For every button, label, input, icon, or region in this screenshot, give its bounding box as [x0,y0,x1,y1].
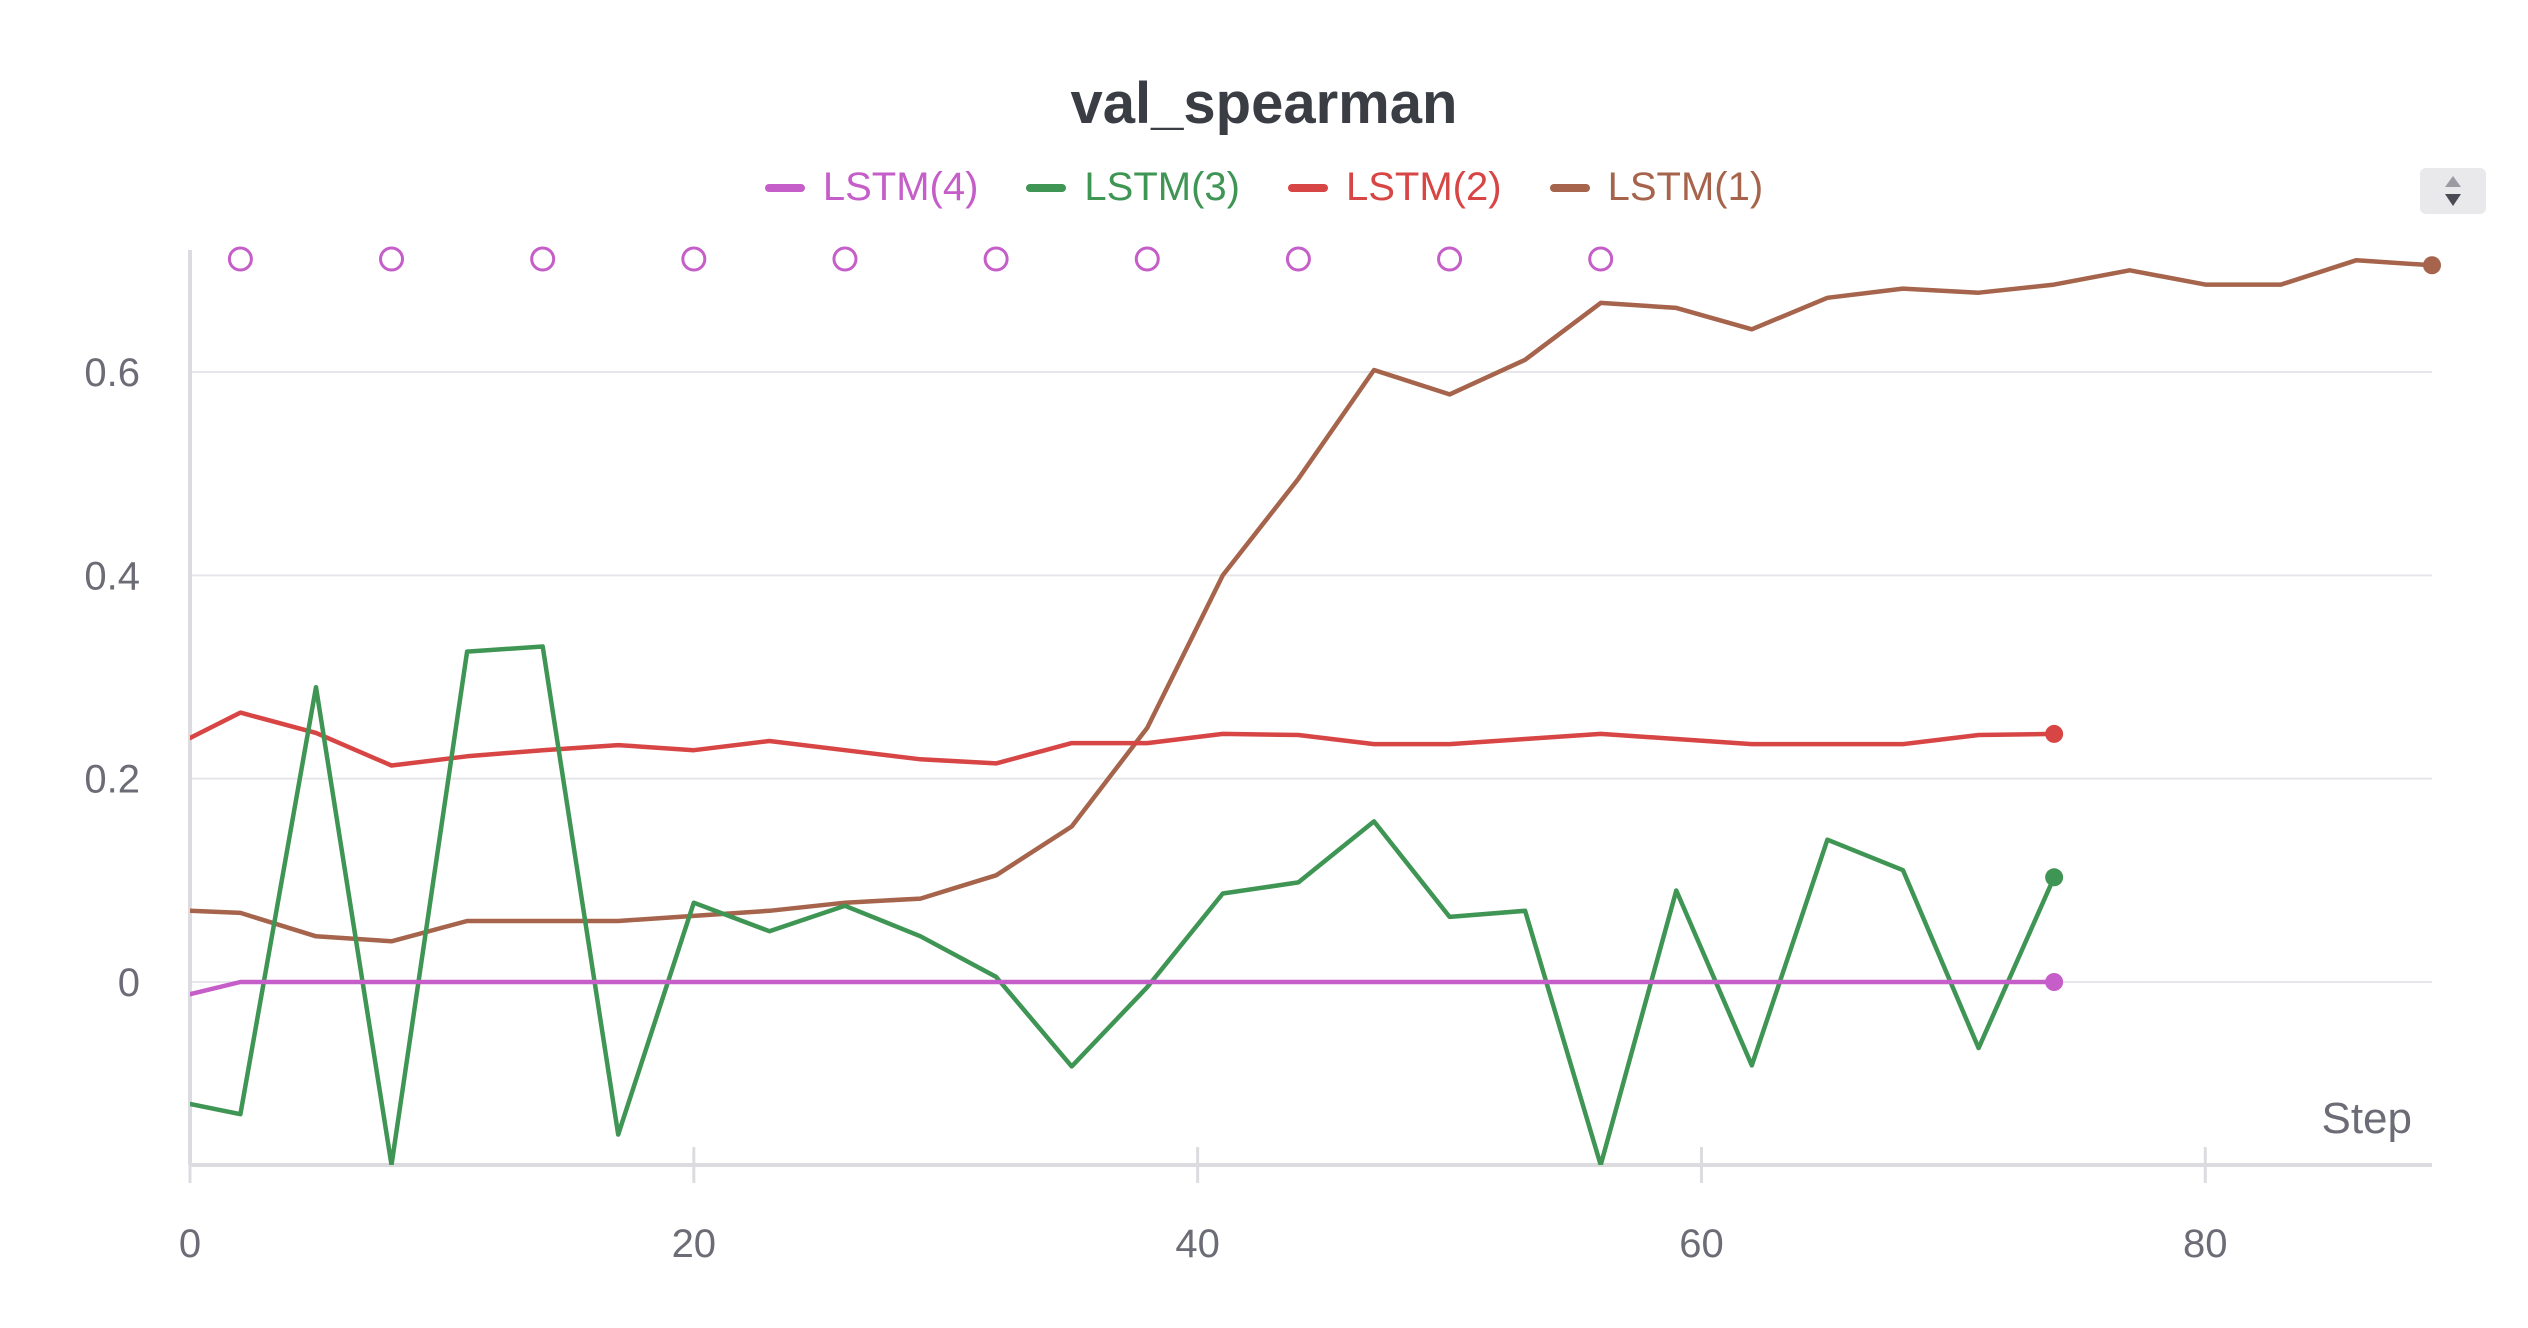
out-of-range-marker [1134,246,1160,272]
series-line-LSTM(2) [190,710,2057,768]
legend-swatch [1549,183,1590,192]
legend-swatch [1026,183,1067,192]
series-line-LSTM(3) [190,644,2057,1165]
legend-swatch [764,183,805,192]
x-tick-label: 20 [672,1222,717,1266]
legend-label: LSTM(2) [1346,165,1502,209]
series-line-LSTM(4) [190,979,2057,997]
y-tick-label: 0 [118,961,140,1005]
legend-swatch [1288,183,1328,192]
series-line-LSTM(1) [190,257,2435,944]
y-tick-label: 0.2 [84,758,140,802]
x-tick-label: 40 [1175,1222,1220,1266]
y-tick-label: 0.6 [84,351,140,395]
legend-item[interactable]: LSTM(3) [1026,165,1240,210]
x-tick-label: 60 [1679,1222,1724,1266]
chart-title: val_spearman [1070,71,1458,136]
series-endpoint-LSTM(1) [2423,256,2441,275]
x-axis-label: Step [2321,1094,2412,1143]
out-of-range-marker [832,246,858,272]
legend-item[interactable]: LSTM(1) [1549,165,1764,210]
y-tick-label: 0.4 [84,554,140,598]
series-endpoint-LSTM(2) [2045,724,2064,743]
legend-label: LSTM(1) [1607,165,1764,209]
out-of-range-marker [1588,246,1614,272]
out-of-range-marker [1285,246,1311,272]
scroll-up-icon [2445,176,2461,187]
out-of-range-marker [1437,246,1463,272]
legend-item[interactable]: LSTM(2) [1288,165,1502,210]
legend-item[interactable]: LSTM(4) [764,165,979,210]
legend-label: LSTM(3) [1084,165,1240,209]
out-of-range-marker [530,246,556,272]
series-endpoint-LSTM(3) [2045,868,2064,887]
x-tick-label: 80 [2183,1222,2228,1266]
out-of-range-marker [983,246,1009,272]
out-of-range-marker [681,246,707,272]
out-of-range-marker [379,246,405,272]
legend-scroll-control[interactable] [2420,168,2486,214]
legend-label: LSTM(4) [822,165,979,209]
x-tick-label: 0 [179,1222,201,1266]
series-endpoint-LSTM(4) [2045,973,2064,991]
legend: LSTM(4) LSTM(3) LSTM(2) LSTM(1) [0,165,2528,210]
out-of-range-marker [227,246,253,272]
scroll-down-icon [2445,194,2461,206]
